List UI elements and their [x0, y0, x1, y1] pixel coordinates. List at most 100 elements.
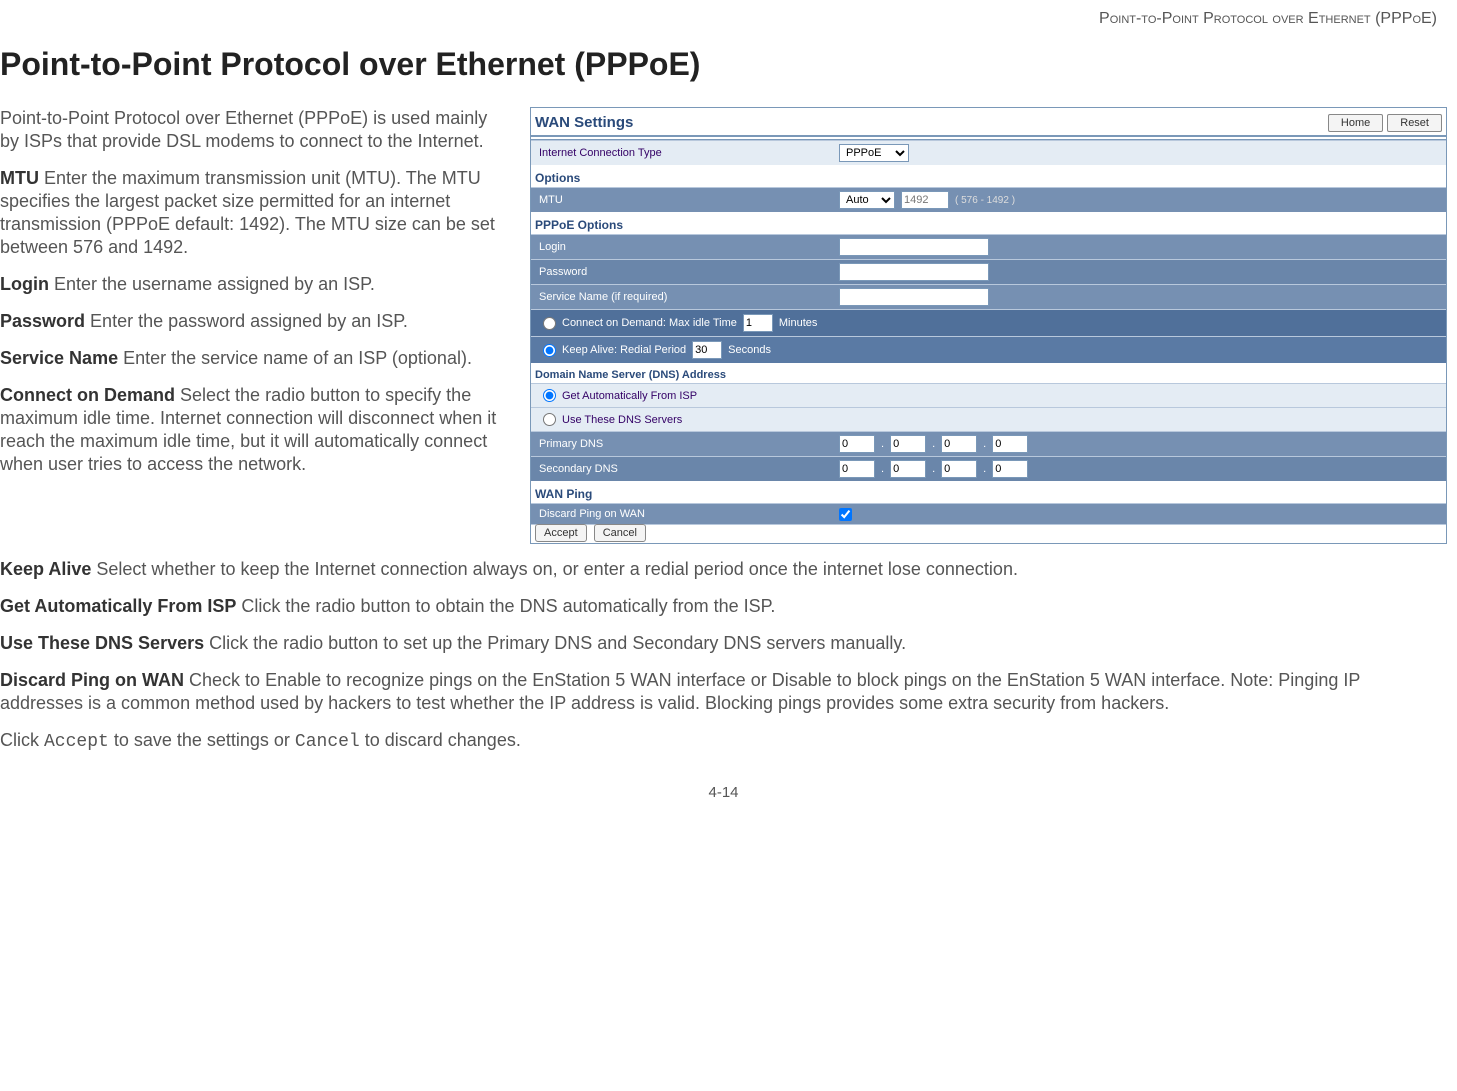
- page-title: Point-to-Point Protocol over Ethernet (P…: [0, 46, 1447, 83]
- def-service-name: Service Name Enter the service name of a…: [0, 347, 510, 370]
- label-primary-dns: Primary DNS: [531, 434, 831, 454]
- cod-radio[interactable]: [543, 317, 556, 330]
- dns-use-label: Use These DNS Servers: [562, 414, 682, 426]
- text-keep: Select whether to keep the Internet conn…: [91, 559, 1018, 579]
- dot-icon: .: [932, 463, 935, 475]
- password-input[interactable]: [839, 263, 989, 281]
- sdns-1[interactable]: [839, 460, 875, 478]
- def-keep-alive: Keep Alive Select whether to keep the In…: [0, 558, 1447, 581]
- label-ict: Internet Connection Type: [531, 143, 831, 163]
- text-auto: Click the radio button to obtain the DNS…: [236, 596, 775, 616]
- row-primary-dns: Primary DNS . . .: [531, 431, 1446, 456]
- text-password: Enter the password assigned by an ISP.: [85, 311, 408, 331]
- wan-ping-header: WAN Ping: [531, 481, 1446, 503]
- term-mtu: MTU: [0, 168, 39, 188]
- mtu-input[interactable]: [901, 191, 949, 209]
- row-ict: Internet Connection Type PPPoE: [531, 140, 1446, 165]
- keep-alive-input[interactable]: [692, 341, 722, 359]
- row-service-name: Service Name (if required): [531, 284, 1446, 309]
- row-dns-auto: Get Automatically From ISP: [531, 383, 1446, 407]
- label-mtu: MTU: [531, 190, 831, 210]
- text-login: Enter the username assigned by an ISP.: [49, 274, 375, 294]
- keep-alive-label: Keep Alive: Redial Period: [562, 344, 686, 356]
- term-discard: Discard Ping on WAN: [0, 670, 184, 690]
- closing-p3: to discard changes.: [360, 730, 521, 750]
- def-connect-on-demand: Connect on Demand Select the radio butto…: [0, 384, 510, 476]
- label-login: Login: [531, 237, 831, 257]
- figure-button-bar: Accept Cancel: [531, 524, 1446, 543]
- mtu-mode-select[interactable]: Auto: [839, 191, 895, 209]
- closing-paragraph: Click Accept to save the settings or Can…: [0, 729, 1447, 754]
- row-connect-on-demand: Connect on Demand: Max idle Time Minutes: [531, 309, 1446, 336]
- cancel-button[interactable]: Cancel: [594, 524, 646, 542]
- sdns-3[interactable]: [941, 460, 977, 478]
- dns-header: Domain Name Server (DNS) Address: [531, 363, 1446, 383]
- options-header: Options: [531, 165, 1446, 187]
- after-figure-text: Keep Alive Select whether to keep the In…: [0, 558, 1447, 754]
- row-password: Password: [531, 259, 1446, 284]
- content-wrap: Point-to-Point Protocol over Ethernet (P…: [0, 107, 1447, 544]
- term-keep: Keep Alive: [0, 559, 91, 579]
- closing-p1: Click: [0, 730, 44, 750]
- discard-ping-checkbox[interactable]: [839, 508, 852, 521]
- closing-accept: Accept: [44, 732, 109, 752]
- keep-alive-radio[interactable]: [543, 344, 556, 357]
- keep-alive-unit: Seconds: [728, 344, 771, 356]
- def-login: Login Enter the username assigned by an …: [0, 273, 510, 296]
- dns-use-radio[interactable]: [543, 413, 556, 426]
- pdns-3[interactable]: [941, 435, 977, 453]
- login-input[interactable]: [839, 238, 989, 256]
- dot-icon: .: [881, 438, 884, 450]
- sdns-4[interactable]: [992, 460, 1028, 478]
- row-keep-alive: Keep Alive: Redial Period Seconds: [531, 336, 1446, 363]
- def-password: Password Enter the password assigned by …: [0, 310, 510, 333]
- term-login: Login: [0, 274, 49, 294]
- term-usedns: Use These DNS Servers: [0, 633, 204, 653]
- row-mtu: MTU Auto ( 576 - 1492 ): [531, 187, 1446, 212]
- dns-auto-label: Get Automatically From ISP: [562, 390, 697, 402]
- row-login: Login: [531, 234, 1446, 259]
- service-name-input[interactable]: [839, 288, 989, 306]
- pppoe-options-header: PPPoE Options: [531, 212, 1446, 234]
- cod-unit: Minutes: [779, 317, 818, 329]
- label-discard-ping: Discard Ping on WAN: [531, 504, 831, 524]
- row-dns-use: Use These DNS Servers: [531, 407, 1446, 431]
- term-cod: Connect on Demand: [0, 385, 175, 405]
- wan-settings-title: WAN Settings: [535, 110, 1324, 135]
- ict-select[interactable]: PPPoE: [839, 144, 909, 162]
- sdns-2[interactable]: [890, 460, 926, 478]
- mtu-range: ( 576 - 1492 ): [955, 195, 1015, 206]
- page-number: 4-14: [0, 784, 1447, 801]
- text-discard: Check to Enable to recognize pings on th…: [0, 670, 1360, 713]
- cod-input[interactable]: [743, 314, 773, 332]
- text-column: Point-to-Point Protocol over Ethernet (P…: [0, 107, 510, 544]
- reset-button[interactable]: Reset: [1387, 114, 1442, 132]
- label-secondary-dns: Secondary DNS: [531, 459, 831, 479]
- row-secondary-dns: Secondary DNS . . .: [531, 456, 1446, 481]
- closing-p2: to save the settings or: [109, 730, 295, 750]
- dot-icon: .: [983, 438, 986, 450]
- home-button[interactable]: Home: [1328, 114, 1383, 132]
- dot-icon: .: [983, 463, 986, 475]
- cod-label: Connect on Demand: Max idle Time: [562, 317, 737, 329]
- dns-auto-radio[interactable]: [543, 389, 556, 402]
- closing-cancel: Cancel: [295, 732, 360, 752]
- intro-paragraph: Point-to-Point Protocol over Ethernet (P…: [0, 107, 510, 153]
- def-dns-auto: Get Automatically From ISP Click the rad…: [0, 595, 1447, 618]
- row-discard-ping: Discard Ping on WAN: [531, 503, 1446, 524]
- dot-icon: .: [881, 463, 884, 475]
- def-discard-ping: Discard Ping on WAN Check to Enable to r…: [0, 669, 1447, 715]
- text-mtu: Enter the maximum transmission unit (MTU…: [0, 168, 495, 257]
- label-password: Password: [531, 262, 831, 282]
- dot-icon: .: [932, 438, 935, 450]
- def-dns-use: Use These DNS Servers Click the radio bu…: [0, 632, 1447, 655]
- def-mtu: MTU Enter the maximum transmission unit …: [0, 167, 510, 259]
- wan-settings-header: WAN Settings Home Reset: [531, 108, 1446, 136]
- label-service-name: Service Name (if required): [531, 287, 831, 307]
- term-auto: Get Automatically From ISP: [0, 596, 236, 616]
- accept-button[interactable]: Accept: [535, 524, 587, 542]
- pdns-2[interactable]: [890, 435, 926, 453]
- pdns-1[interactable]: [839, 435, 875, 453]
- pdns-4[interactable]: [992, 435, 1028, 453]
- term-service-name: Service Name: [0, 348, 118, 368]
